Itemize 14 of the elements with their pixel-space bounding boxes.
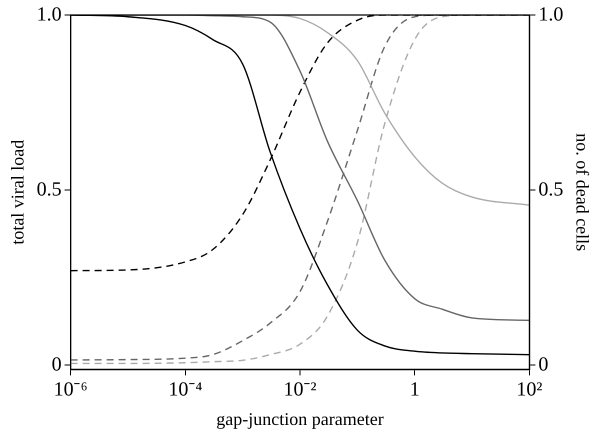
y-tick-label: 1.0 <box>36 3 62 26</box>
x-tick-label: 10² <box>516 378 542 401</box>
x-tick-label: 1 <box>410 378 420 401</box>
y-axis-title: total viral load <box>8 140 28 245</box>
x-tick-label: 10⁻⁴ <box>168 378 202 401</box>
x-tick-label: 10⁻⁶ <box>54 378 88 401</box>
y-tick-label: 0.5 <box>36 178 62 200</box>
y-tick-label: 0 <box>52 353 62 376</box>
x-tick-label: 10⁻² <box>284 378 316 401</box>
y2-axis-title: no. of dead cells <box>572 133 592 252</box>
y2-tick-label: 0 <box>538 353 548 376</box>
y2-tick-label: 1.0 <box>538 3 564 26</box>
x-axis-title: gap-junction parameter <box>216 408 384 429</box>
y2-tick-label: 0.5 <box>538 178 564 200</box>
